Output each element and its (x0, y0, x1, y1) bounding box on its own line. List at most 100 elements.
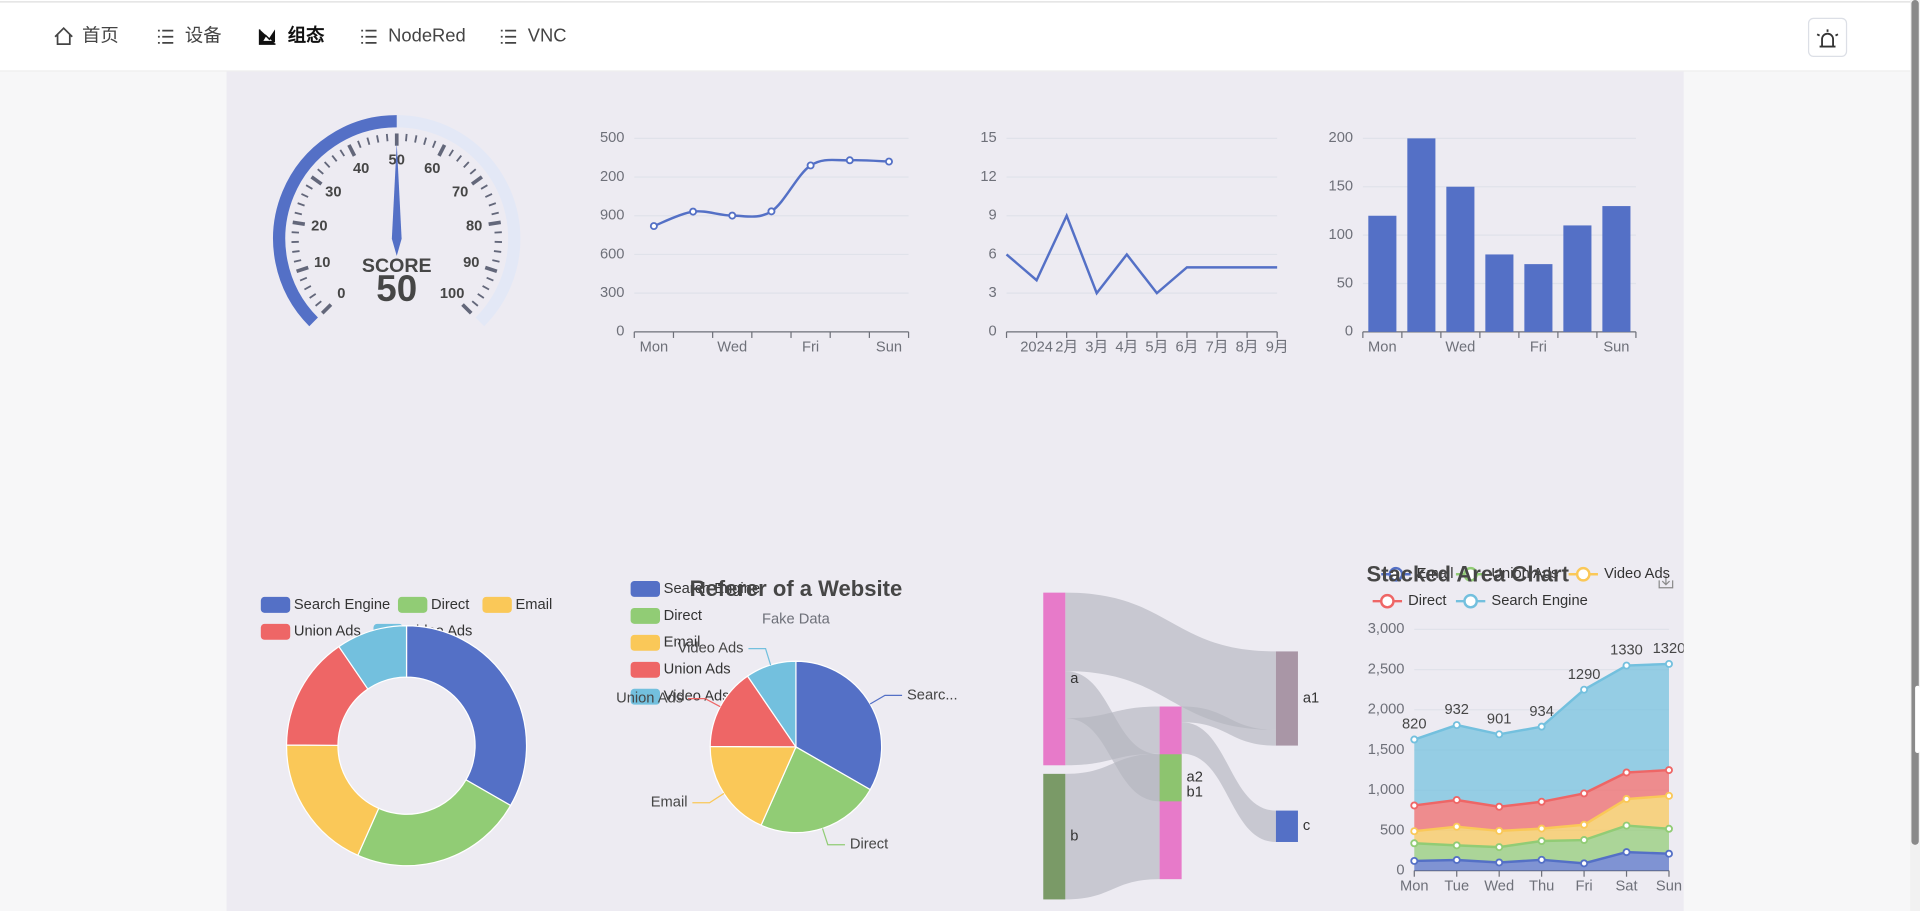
bell-button[interactable] (1807, 17, 1848, 57)
point (1452, 855, 1461, 864)
point (1580, 789, 1589, 798)
nav-bar (0, 0, 1920, 72)
legend-label: Union Ads (664, 662, 731, 678)
gauge-minor-tick (423, 137, 427, 145)
gauge-tick-label: 100 (440, 286, 465, 302)
gauge-minor-tick (492, 259, 500, 263)
slice (795, 660, 883, 791)
y-tick-label: 50 (1337, 275, 1353, 291)
gauge-major-tick (292, 220, 306, 227)
gauge-minor-tick (482, 285, 490, 291)
y-tick-label: 9 (989, 208, 997, 224)
x-tick-label: 5月 (1145, 340, 1168, 356)
x-tick-label: Thu (1529, 878, 1554, 894)
gauge-minor-tick (331, 155, 338, 162)
list-icon (157, 29, 174, 44)
gauge-minor-tick (297, 202, 305, 207)
data-label: 932 (1444, 702, 1469, 718)
gauge-minor-tick (491, 211, 499, 216)
legend-label: Union Ads (294, 624, 361, 640)
y-tick-label: 300 (600, 285, 625, 301)
gauge-minor-tick (357, 140, 362, 149)
bar (1602, 206, 1631, 332)
y-tick-label: 200 (1329, 130, 1354, 146)
point (885, 157, 893, 166)
legend-swatch (630, 661, 660, 678)
nav-item[interactable]: VNC (500, 25, 567, 46)
sankey-node-label: b (1070, 829, 1078, 845)
bar (1485, 254, 1514, 332)
nav-item[interactable]: 首页 (54, 25, 119, 46)
nav-label: VNC (528, 25, 567, 46)
bar (1446, 186, 1475, 332)
gauge-minor-tick (292, 250, 300, 253)
legend-marker (1575, 566, 1591, 582)
sankey-link (1065, 592, 1276, 730)
point (1537, 797, 1546, 806)
slice (746, 660, 797, 749)
y-tick-label: 3 (989, 285, 997, 301)
point (649, 222, 658, 231)
save-icon[interactable] (1658, 575, 1674, 589)
sankey-node (1159, 754, 1182, 802)
gauge-minor-tick (463, 161, 470, 168)
line (1005, 212, 1278, 296)
gauge-minor-tick (405, 133, 408, 142)
y-tick-label: 600 (600, 246, 625, 262)
point (1622, 821, 1631, 830)
legend-swatch (397, 596, 428, 613)
x-tick-label: Sun (876, 340, 902, 356)
gauge-tick-label: 30 (325, 185, 341, 201)
y-tick-label: 0 (616, 324, 624, 340)
point (1665, 659, 1673, 668)
scrollbar-thumb[interactable] (1911, 0, 1919, 845)
gauge-label: SCORE (362, 255, 432, 277)
nav-item[interactable]: NodeRed (361, 25, 466, 46)
x-tick-label: 6月 (1176, 340, 1199, 356)
y-tick-label: 12 (980, 169, 996, 185)
data-label: 934 (1529, 704, 1554, 720)
y-tick-label: 2,500 (1368, 661, 1405, 677)
point (1410, 839, 1419, 848)
slice-label: Searc... (907, 687, 958, 703)
gauge-minor-tick (414, 135, 418, 143)
legend-label: Email (664, 635, 701, 651)
gauge-minor-tick (456, 155, 463, 162)
nav-item[interactable]: 设备 (157, 25, 222, 46)
gauge-minor-tick (448, 149, 454, 157)
point (1537, 722, 1546, 731)
y-tick-label: 15 (980, 130, 996, 146)
y-tick-label: 3,000 (1368, 621, 1405, 637)
point (1452, 796, 1461, 804)
point (1410, 827, 1419, 836)
gauge-minor-tick (323, 161, 331, 168)
gauge-minor-tick (477, 293, 485, 299)
gauge-major-tick (310, 175, 323, 186)
point (1410, 856, 1419, 865)
chart-title: Stacked Area Chart (1367, 561, 1570, 586)
point (1622, 661, 1631, 670)
point (1452, 822, 1461, 831)
data-label: 1290 (1568, 667, 1601, 683)
gauge-minor-tick (484, 193, 493, 198)
gauge-tick-label: 20 (311, 218, 327, 234)
area (1414, 795, 1669, 848)
sankey-link (1065, 753, 1160, 900)
nav-label: NodeRed (388, 25, 466, 46)
x-tick-label: Mon (1400, 878, 1429, 894)
gauge-major-tick (296, 265, 309, 274)
gauge-major-tick (320, 303, 333, 315)
sankey-node (1043, 592, 1066, 766)
chart-title: Referer of a Website (690, 576, 903, 601)
gauge-major-tick (437, 144, 447, 157)
y-tick-label: 900 (600, 208, 625, 224)
gauge-tick-label: 80 (466, 218, 482, 234)
gauge-progress (273, 115, 397, 327)
label-line (692, 792, 725, 804)
bar (1524, 264, 1553, 332)
gauge-major-tick (488, 220, 502, 227)
point (1495, 843, 1504, 852)
gauge-tick-label: 10 (314, 255, 330, 271)
slice (405, 625, 528, 807)
